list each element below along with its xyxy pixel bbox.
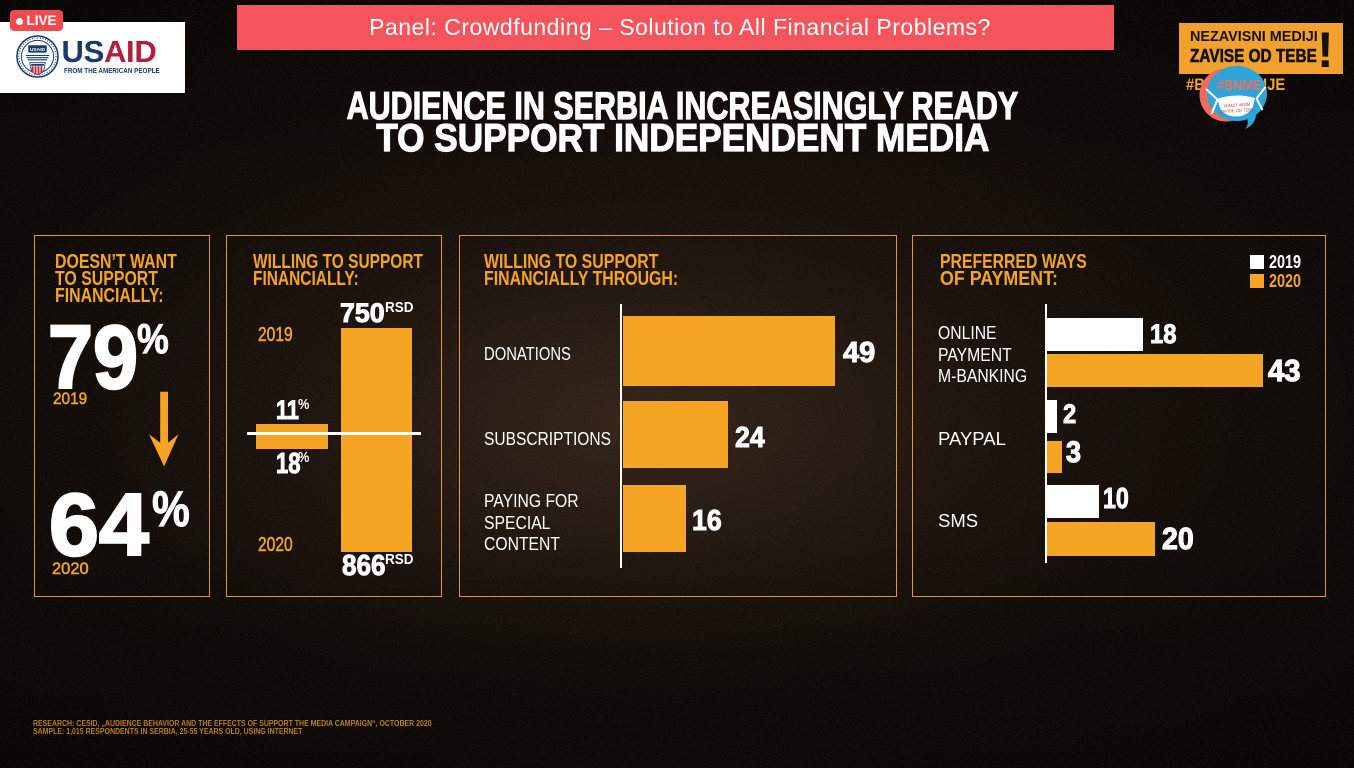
svg-text:USAID: USAID	[30, 47, 46, 53]
svg-text:#NMZT #BNM: #NMZT #BNM	[1223, 102, 1250, 109]
svg-text:ZAVISE OD TEBE: ZAVISE OD TEBE	[1220, 107, 1254, 114]
